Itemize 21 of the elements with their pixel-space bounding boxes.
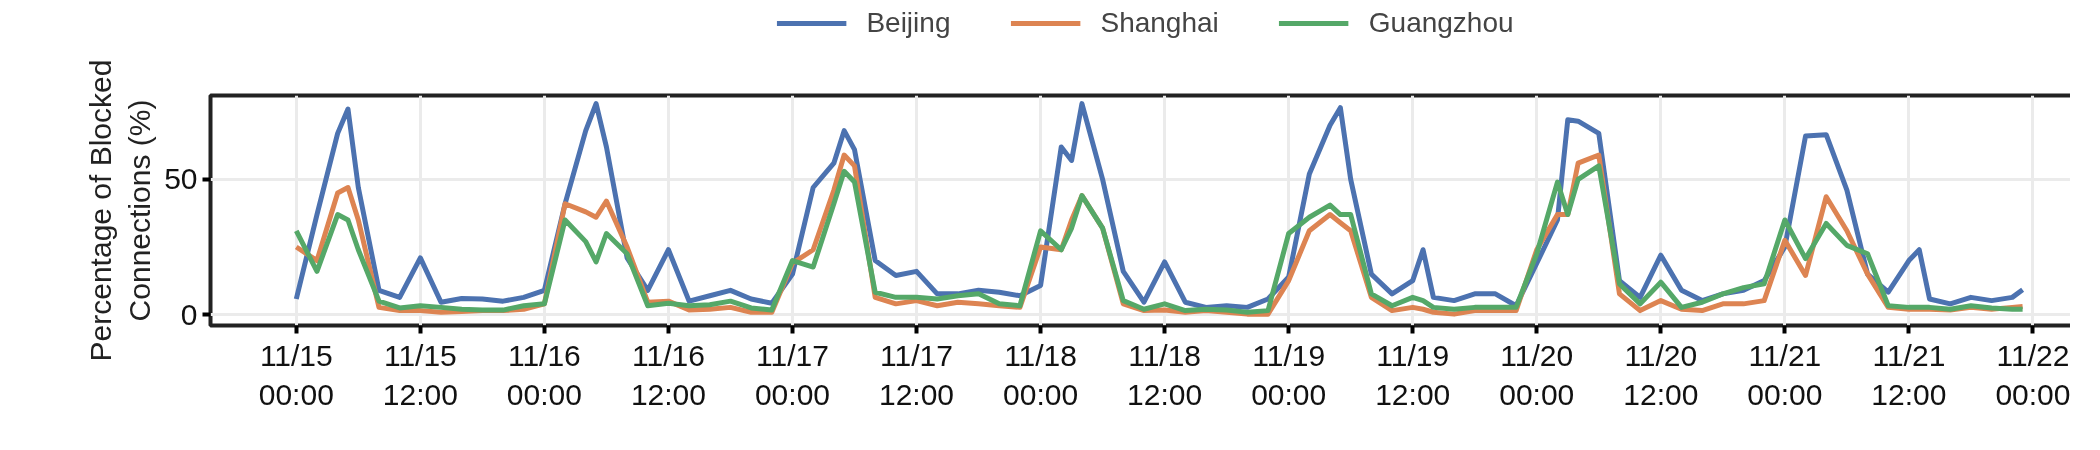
x-tick-label: 11/15 12:00	[382, 338, 458, 412]
x-tick-label: 11/19 12:00	[1375, 338, 1451, 412]
legend-label: Shanghai	[1100, 6, 1219, 39]
x-tick-label: 11/21 00:00	[1747, 338, 1823, 412]
x-tick-label: 11/17 12:00	[878, 338, 955, 412]
x-tick-label: 11/21 12:00	[1871, 338, 1947, 412]
y-axis-title: Percentage of Blocked Connections (%)	[83, 59, 157, 362]
x-tick-label: 11/16 00:00	[506, 338, 582, 412]
x-tick-label: 11/17 00:00	[754, 338, 831, 412]
x-tick-label: 11/20 12:00	[1623, 338, 1699, 412]
x-tick-label: 11/18 12:00	[1127, 338, 1203, 412]
x-tick-label: 11/15 00:00	[258, 338, 334, 412]
y-tick-label: 50	[164, 162, 198, 196]
x-tick-label: 11/18 00:00	[1003, 338, 1079, 412]
x-tick-label: 11/22 00:00	[1995, 338, 2071, 412]
y-tick-label: 0	[180, 297, 198, 331]
legend-label: Guangzhou	[1368, 6, 1514, 39]
x-tick-label: 11/20 00:00	[1499, 338, 1575, 412]
legend-label: Beijing	[866, 6, 951, 39]
x-tick-label: 11/16 12:00	[630, 338, 706, 412]
x-tick-label: 11/19 00:00	[1251, 338, 1327, 412]
